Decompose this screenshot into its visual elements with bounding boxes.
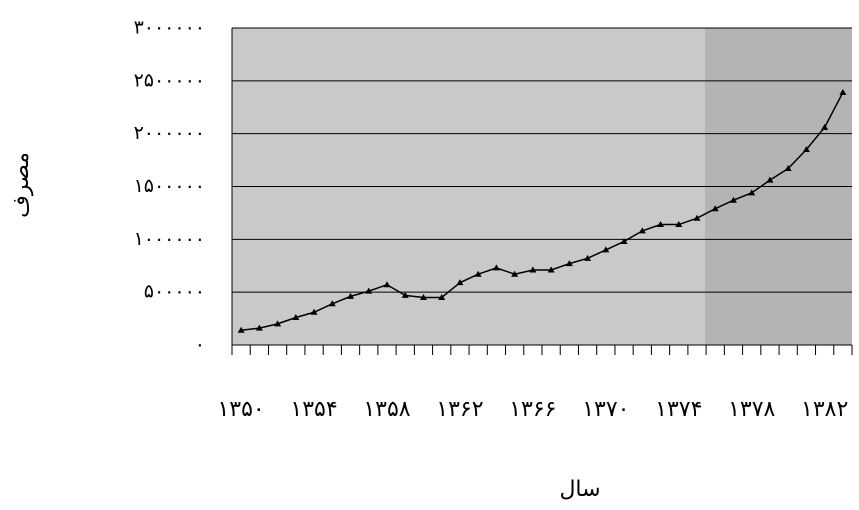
data-marker <box>474 270 482 277</box>
x-axis-title: سال <box>559 477 600 502</box>
data-marker <box>821 123 829 130</box>
x-tick-label: ۱۳۵۸ <box>363 397 410 422</box>
x-tick-label: ۱۳۷۴ <box>655 397 702 422</box>
x-tick-label: ۱۳۶۶ <box>509 397 556 422</box>
x-tick-label: ۱۳۵۴ <box>290 397 337 422</box>
data-marker <box>693 214 701 221</box>
data-marker <box>584 254 592 261</box>
data-marker <box>511 270 519 277</box>
x-tick-label: ۱۳۷۰ <box>582 397 629 422</box>
data-marker <box>602 246 610 253</box>
y-tick-label: ۱۰۰۰۰۰۰ <box>134 228 205 250</box>
data-marker <box>711 205 719 212</box>
data-marker <box>729 196 737 203</box>
y-tick-label: ۲۵۰۰۰۰۰ <box>134 69 205 91</box>
data-marker <box>547 266 555 273</box>
x-tick-label: ۱۳۸۲ <box>801 397 848 422</box>
data-marker <box>274 320 282 327</box>
y-tick-label: ۰ <box>195 334 205 356</box>
x-tick-label: ۱۳۷۸ <box>728 397 775 422</box>
data-marker <box>401 291 409 298</box>
data-marker <box>292 314 300 321</box>
data-marker <box>802 146 810 153</box>
x-tick-label: ۱۳۶۲ <box>436 397 483 422</box>
data-line <box>241 92 844 331</box>
y-tick-label: ۲۰۰۰۰۰۰ <box>134 122 205 144</box>
x-tick-label: ۱۳۵۰ <box>217 397 264 422</box>
data-marker <box>620 237 628 244</box>
data-marker <box>839 88 847 95</box>
y-tick-label: ۱۵۰۰۰۰۰ <box>134 175 205 197</box>
y-tick-label: ۳۰۰۰۰۰۰ <box>134 17 205 39</box>
data-marker <box>328 300 336 307</box>
data-marker <box>237 326 245 333</box>
data-marker <box>766 176 774 183</box>
y-axis-title: مصرف <box>9 152 34 218</box>
y-tick-label: ۵۰۰۰۰۰ <box>144 281 205 303</box>
data-marker <box>638 227 646 234</box>
data-marker <box>675 221 683 228</box>
data-marker <box>365 287 373 294</box>
data-marker <box>310 308 318 315</box>
data-marker <box>529 266 537 273</box>
data-marker <box>492 264 500 271</box>
data-marker <box>748 189 756 196</box>
data-marker <box>347 292 355 299</box>
data-marker <box>784 165 792 172</box>
data-marker <box>383 281 391 288</box>
data-marker <box>657 221 665 228</box>
data-marker <box>456 279 464 286</box>
data-marker <box>419 293 427 300</box>
data-marker <box>255 324 263 331</box>
data-marker <box>565 260 573 267</box>
data-marker <box>438 293 446 300</box>
